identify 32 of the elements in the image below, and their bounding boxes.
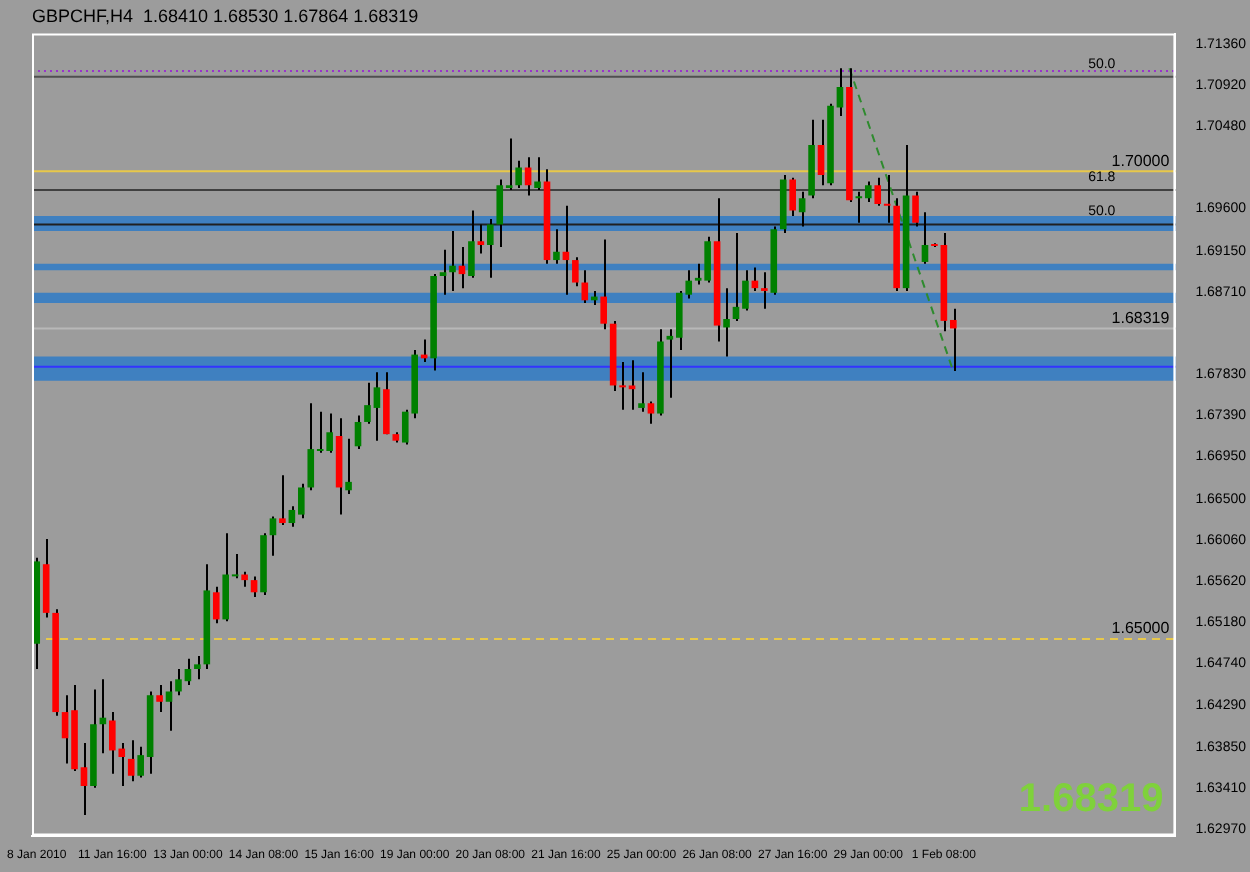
candlestick xyxy=(383,371,390,436)
candlestick xyxy=(534,156,541,191)
candlestick xyxy=(789,176,796,218)
candlestick xyxy=(250,575,258,598)
candlestick xyxy=(194,654,201,681)
candlestick xyxy=(647,400,655,425)
candlestick xyxy=(449,230,456,292)
annotation: 1.68319 xyxy=(1018,776,1164,821)
candlestick xyxy=(269,515,277,557)
candlestick xyxy=(222,532,230,623)
candlestick xyxy=(279,474,286,526)
candlestick xyxy=(817,118,825,187)
ref-line-label: 1.70000 xyxy=(1111,151,1171,170)
candlestick xyxy=(874,176,882,207)
candlestick xyxy=(212,585,220,625)
candlestick xyxy=(921,211,929,265)
ref-line-label: 1.65000 xyxy=(1111,619,1171,638)
candlestick xyxy=(524,156,532,197)
candlestick xyxy=(864,180,872,204)
candlestick xyxy=(761,271,768,310)
candlestick xyxy=(487,217,494,279)
ref-line-label: 1.68319 xyxy=(1111,308,1171,327)
candlestick xyxy=(912,190,919,228)
candlestick xyxy=(638,371,645,413)
candlestick xyxy=(477,223,485,255)
candlestick xyxy=(468,209,475,279)
candlestick xyxy=(798,190,806,228)
candlestick xyxy=(127,739,135,783)
candlestick xyxy=(156,683,163,714)
candlestick xyxy=(600,238,607,331)
candlestick xyxy=(553,228,560,265)
chart-title: GBPCHF,H4 1.68410 1.68530 1.67864 1.68319 xyxy=(32,5,419,26)
